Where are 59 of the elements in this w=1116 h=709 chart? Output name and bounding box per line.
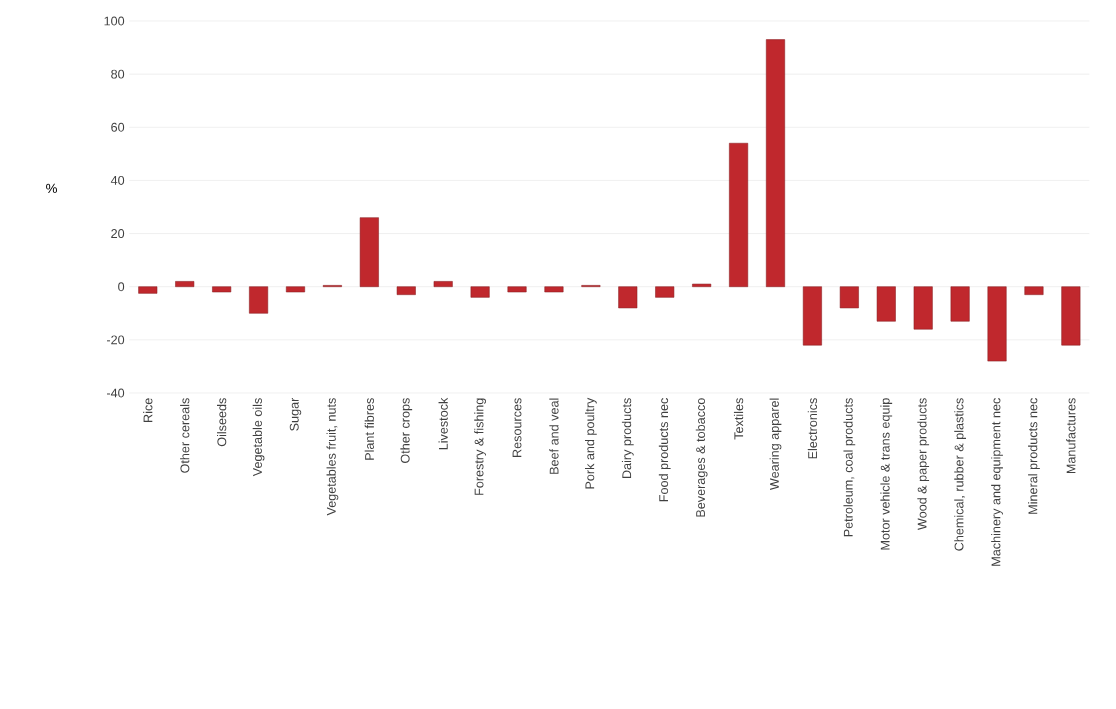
x-tick-label: Pork and poultry: [584, 397, 597, 489]
x-tick-label: Forestry & fishing: [474, 398, 486, 495]
y-tick-label: 0: [118, 282, 125, 292]
bar: [507, 286, 527, 293]
bar: [359, 217, 379, 287]
x-tick-label: Electronics: [807, 398, 818, 459]
bar: [618, 286, 638, 309]
x-tick-label: Machinery and equipment nec: [991, 398, 1003, 566]
x-tick-label: Vegetables fruit, nuts: [326, 398, 339, 516]
x-tick-label: Oilseeds: [217, 398, 227, 447]
y-tick-label: -20: [106, 335, 125, 345]
bar: [950, 286, 970, 322]
bar: [470, 286, 490, 298]
y-tick-label: 80: [111, 69, 125, 79]
bar: [729, 142, 749, 287]
x-tick-label: Motor vehicle & trans equip: [880, 398, 893, 550]
bar: [802, 286, 822, 346]
bar: [285, 286, 305, 293]
bar: [175, 281, 195, 287]
bar: [433, 281, 453, 287]
bar: [249, 286, 269, 314]
x-tick-label: Vegetable oils: [252, 398, 265, 477]
x-tick-label: Resources: [512, 398, 522, 457]
x-tick-label: Plant fibres: [364, 398, 374, 460]
x-tick-label: Other cereals: [180, 398, 190, 473]
y-tick-label: 20: [111, 229, 125, 239]
bar: [913, 286, 933, 330]
bar: [692, 283, 712, 287]
bar: [1024, 286, 1044, 295]
x-tick-label: Rice: [143, 398, 153, 422]
y-tick-label: 100: [104, 16, 125, 26]
x-tick-label: Other crops: [400, 398, 413, 464]
x-tick-label: Beef and veal: [549, 398, 559, 474]
x-tick-label: Wearing apparel: [769, 398, 782, 490]
x-tick-label: Mineral products nec: [1028, 398, 1040, 514]
y-tick-label: -40: [106, 388, 125, 398]
bar: [212, 286, 232, 293]
x-tick-label: Wood & paper products: [917, 398, 930, 530]
bar: [876, 286, 896, 322]
y-axis-title: %: [46, 183, 57, 194]
y-tick-label: 60: [111, 122, 125, 132]
bar: [839, 286, 859, 309]
bar: [765, 39, 785, 287]
y-tick-label: 40: [110, 175, 125, 185]
x-tick-label: Manufactures: [1066, 398, 1076, 474]
x-tick-label: Sugar: [289, 397, 302, 431]
bar: [544, 286, 564, 293]
bar: [1061, 286, 1081, 346]
x-tick-label: Petroleum, coal products: [843, 398, 856, 537]
x-tick-label: Livestock: [438, 397, 448, 450]
bar: [655, 286, 675, 298]
bar: [138, 286, 158, 294]
x-tick-label: Beverages & tobacco: [695, 398, 708, 517]
x-tick-label: Food products nec: [658, 398, 671, 502]
x-tick-label: Dairy products: [621, 398, 634, 479]
bar: [987, 286, 1007, 362]
bar: [396, 286, 416, 295]
x-tick-label: Textiles: [733, 398, 744, 440]
x-tick-label: Chemical, rubber & plastics: [954, 398, 966, 551]
